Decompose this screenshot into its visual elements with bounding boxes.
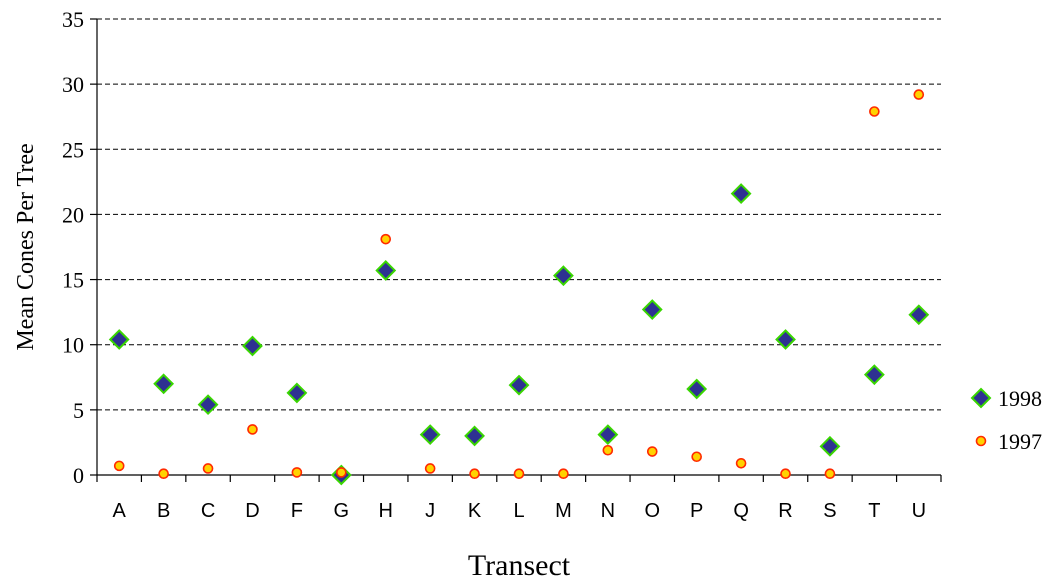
point-1998-U: [908, 304, 930, 326]
point-1997-D: [247, 424, 258, 435]
point-1998-B: [153, 373, 175, 395]
y-tick-label-20: 20: [62, 202, 84, 227]
point-1998-Q: [730, 183, 752, 204]
series-1997: [113, 89, 925, 479]
x-tick-label-N: N: [601, 500, 615, 522]
y-ticks: 0 5 10 15 20 25 30 35: [62, 7, 97, 488]
y-tick-label-0: 0: [73, 463, 84, 488]
legend-marker-1998: [970, 387, 992, 409]
point-1997-U: [913, 89, 925, 100]
point-1998-C: [197, 394, 219, 416]
x-tick-label-C: C: [201, 500, 215, 522]
point-1997-N: [602, 444, 614, 456]
axes: [96, 19, 941, 476]
point-1998-R: [775, 329, 796, 350]
point-1998-K: [464, 425, 485, 447]
point-1997-P: [691, 451, 702, 463]
point-1997-J: [424, 463, 436, 474]
series-1998: [108, 183, 930, 486]
point-1998-P: [686, 378, 708, 400]
x-tick-label-R: R: [778, 500, 792, 522]
point-1997-R: [780, 468, 791, 479]
point-1998-A: [108, 329, 130, 350]
x-tick-label-O: O: [644, 500, 660, 522]
series-layer: [108, 89, 930, 486]
x-tick-label-A: A: [113, 500, 127, 522]
legend-marker-1997: [975, 435, 987, 447]
y-axis-title: Mean Cones Per Tree: [13, 143, 39, 350]
point-1998-F: [286, 382, 308, 404]
point-1997-L: [513, 468, 525, 479]
x-tick-label-T: T: [868, 500, 880, 522]
x-tick-label-P: P: [690, 500, 703, 522]
x-tick-label-G: G: [334, 500, 350, 522]
gridlines: [97, 18, 941, 411]
legend: 1998 1997: [970, 386, 1042, 454]
point-1997-G: [336, 467, 347, 478]
point-1998-N: [597, 424, 619, 446]
y-tick-label-15: 15: [62, 268, 84, 293]
x-tick-label-U: U: [912, 500, 926, 522]
point-1997-S: [824, 468, 836, 479]
x-tick-label-K: K: [468, 500, 482, 522]
point-1998-D: [242, 335, 263, 357]
point-1997-Q: [735, 457, 747, 469]
point-1997-F: [291, 467, 303, 478]
point-1998-O: [641, 299, 663, 320]
legend-label-1998: 1998: [998, 386, 1042, 411]
point-1998-T: [863, 364, 885, 386]
x-tick-label-L: L: [513, 500, 524, 522]
point-1998-J: [419, 424, 441, 446]
point-1998-L: [508, 374, 530, 396]
point-1997-M: [558, 468, 569, 479]
point-1997-A: [113, 460, 125, 472]
x-axis-title: Transect: [468, 549, 571, 582]
point-1997-B: [158, 468, 169, 479]
x-tick-label-F: F: [291, 500, 303, 522]
x-tick-label-M: M: [555, 500, 572, 522]
point-1997-O: [646, 446, 658, 457]
point-1998-H: [375, 260, 397, 281]
y-tick-label-5: 5: [73, 398, 84, 423]
point-1998-S: [819, 435, 841, 457]
legend-label-1997: 1997: [998, 429, 1042, 454]
x-tick-label-Q: Q: [733, 500, 749, 522]
y-tick-label-35: 35: [62, 7, 84, 32]
point-1997-K: [469, 468, 480, 479]
y-tick-label-30: 30: [62, 72, 84, 97]
x-tick-label-J: J: [425, 500, 435, 522]
point-1997-H: [380, 233, 392, 245]
point-1997-C: [202, 463, 214, 474]
point-1998-M: [553, 265, 574, 287]
y-tick-label-10: 10: [62, 333, 84, 358]
y-tick-label-25: 25: [62, 137, 84, 162]
x-tick-label-B: B: [157, 500, 170, 522]
x-tick-label-D: D: [245, 500, 259, 522]
point-1997-T: [869, 106, 880, 117]
x-tick-label-S: S: [823, 500, 836, 522]
x-tick-label-H: H: [379, 500, 393, 522]
